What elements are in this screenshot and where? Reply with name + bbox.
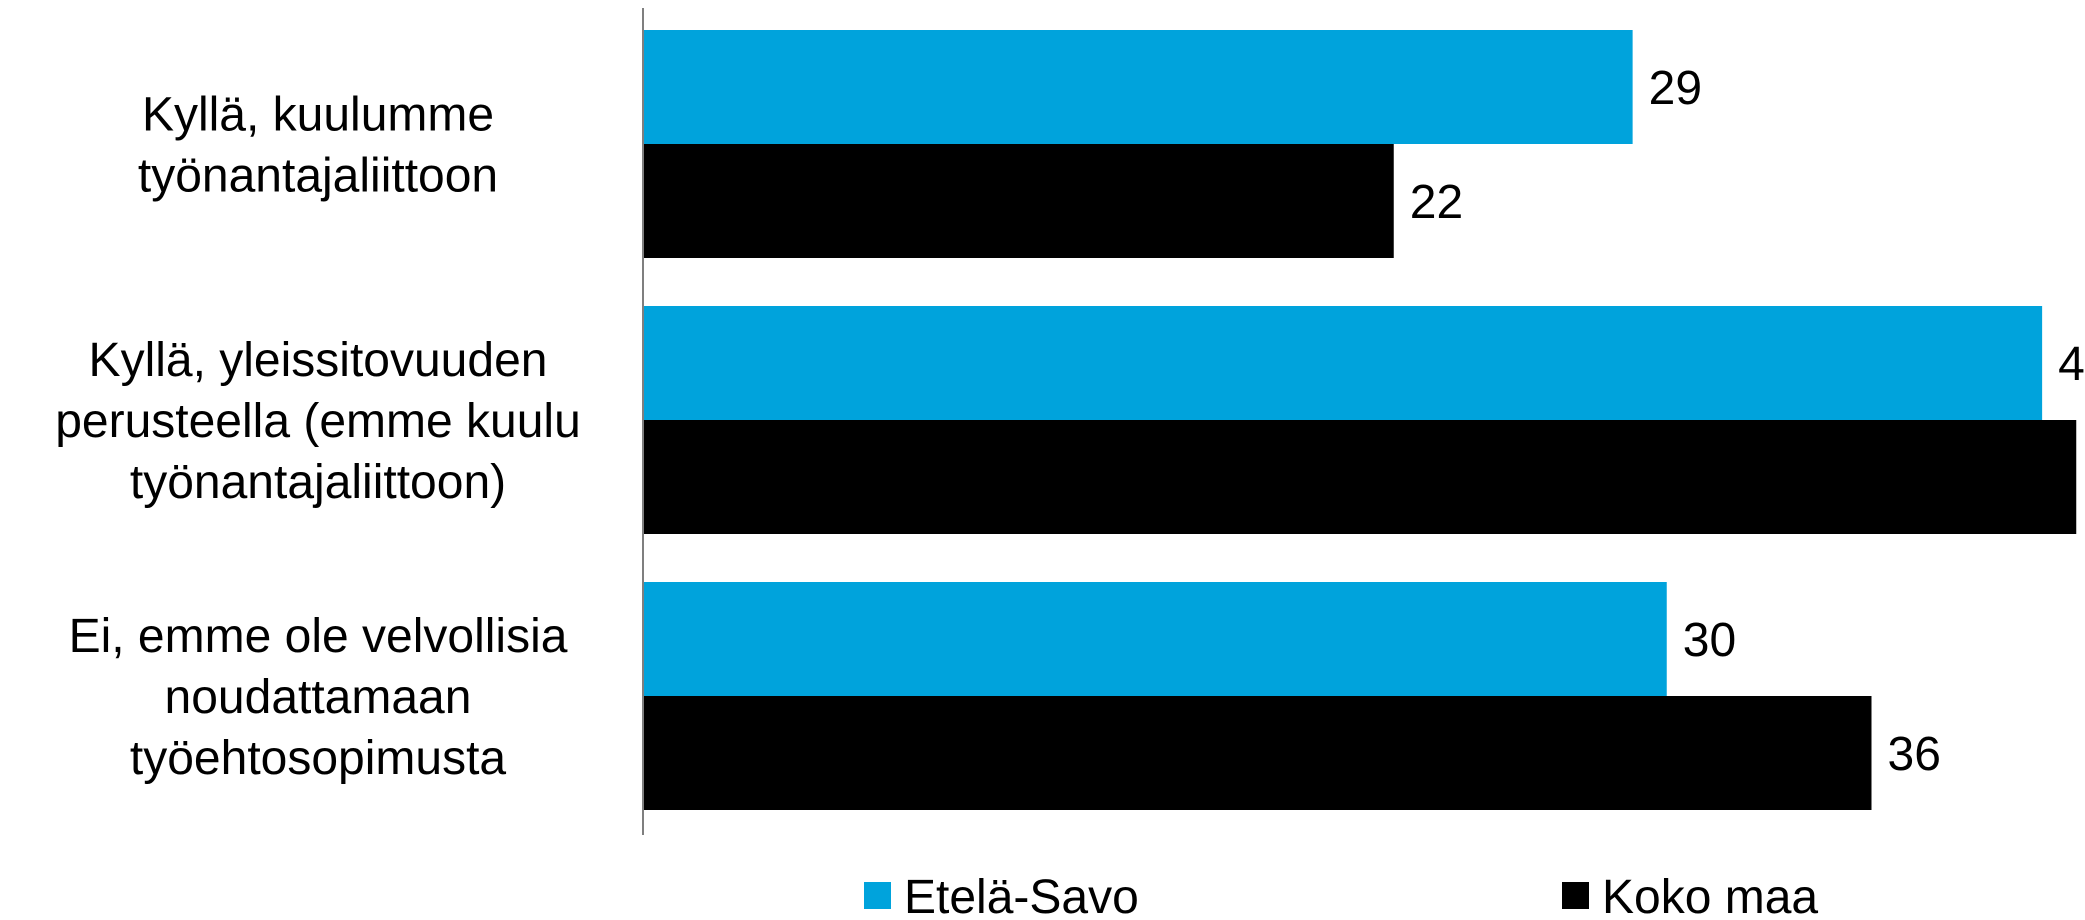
category-label-line: työnantajaliittoon	[138, 150, 498, 203]
data-label: 22	[1410, 176, 1463, 229]
legend-swatch	[1562, 882, 1589, 909]
legend-label: Etelä-Savo	[904, 871, 1139, 920]
value-labels: 292241423036	[1410, 62, 2085, 781]
data-label: 30	[1683, 614, 1736, 667]
data-label: 29	[1649, 62, 1702, 115]
bars-layer	[643, 30, 2077, 810]
bar-koko-maa-2	[643, 696, 1872, 810]
category-label-line: Kyllä, kuulumme	[142, 89, 494, 142]
bar-koko-maa-1	[643, 420, 2077, 534]
category-label-line: noudattamaan	[165, 671, 472, 724]
legend-label: Koko maa	[1602, 871, 1818, 920]
category-label-line: Ei, emme ole velvollisia	[69, 610, 568, 663]
bar-etela-savo-1	[643, 306, 2043, 420]
category-label-line: työnantajaliittoon)	[130, 456, 506, 509]
category-label-line: perusteella (emme kuulu	[55, 395, 581, 448]
category-label: Ei, emme ole velvollisia noudattamaan työe…	[69, 610, 568, 785]
category-label: Kyllä, kuulumme työnantajaliittoon	[138, 89, 498, 203]
data-label: 36	[1888, 728, 1941, 781]
bar-etela-savo-0	[643, 30, 1633, 144]
bar-koko-maa-0	[643, 144, 1394, 258]
legend-swatch	[864, 882, 891, 909]
legend: Etelä-Savo Koko maa	[864, 871, 1818, 920]
bar-etela-savo-2	[643, 582, 1667, 696]
data-label: 41	[2058, 338, 2085, 391]
category-label: Kyllä, yleissitovuuden perusteella (emme …	[55, 334, 581, 509]
category-label-line: työehtosopimusta	[130, 732, 507, 785]
category-labels: Kyllä, kuulumme työnantajaliittoonKyllä, …	[55, 89, 581, 786]
category-label-line: Kyllä, yleissitovuuden	[89, 334, 548, 387]
